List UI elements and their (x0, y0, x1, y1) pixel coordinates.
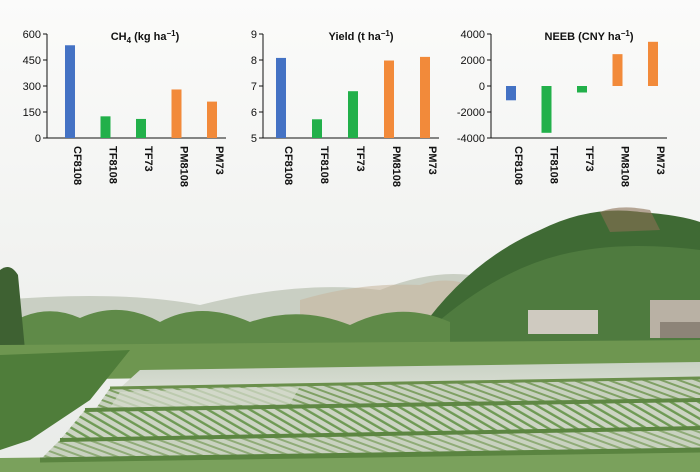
bar-tf73 (136, 118, 146, 138)
title-unit: (kg ha (131, 31, 167, 43)
y-tick-label: 0 (479, 81, 485, 93)
bar-pm8108 (612, 54, 623, 86)
bar-tf8108 (541, 86, 552, 133)
category-label: PM8108 (619, 146, 631, 187)
bar-tf8108 (100, 116, 111, 138)
category-label: PM8108 (390, 146, 402, 187)
yield-chart: 5 6 7 8 9 Yield (t ha−1) CF8108 TF8108 TF73 PM810… (251, 29, 439, 187)
title-superscript: −1 (167, 29, 177, 38)
bar-tf8108 (312, 119, 322, 138)
y-tick-label: 6 (251, 107, 257, 119)
y-tick-label: 600 (23, 29, 41, 41)
y-tick-label: -2000 (457, 107, 485, 119)
title-end: ) (176, 31, 180, 43)
title-main: NEEB (545, 31, 576, 43)
category-label: CF8108 (71, 146, 83, 185)
title-end: ) (390, 31, 394, 43)
category-label: TF73 (583, 146, 595, 172)
category-label: PM73 (654, 146, 666, 175)
bar-pm8108 (171, 89, 182, 138)
y-tick-label: -4000 (457, 133, 485, 145)
bar-pm73 (207, 101, 217, 138)
title-unit: (CNY ha (575, 31, 622, 43)
neeb-chart: -4000 -2000 0 2000 4000 NEEB (CNY ha−1) CF8108… (457, 29, 667, 187)
y-tick-label: 300 (23, 81, 41, 93)
bar-pm8108 (384, 60, 394, 138)
bar-tf73 (348, 91, 358, 138)
title-end: ) (630, 31, 634, 43)
category-label: PM73 (213, 146, 225, 175)
chart-title: CH4 (kg ha−1) (111, 29, 180, 45)
bar-cf8108 (276, 57, 286, 138)
y-tick-label: 8 (251, 55, 257, 67)
bar-pm73 (420, 56, 430, 138)
bar-cf8108 (506, 86, 516, 101)
title-superscript: −1 (621, 29, 631, 38)
bar-pm73 (648, 41, 658, 86)
title-unit: (t ha (354, 31, 381, 43)
category-label: PM73 (426, 146, 438, 175)
y-tick-label: 0 (35, 133, 41, 145)
category-label: TF8108 (548, 146, 560, 184)
chart-title: NEEB (CNY ha−1) (545, 29, 634, 43)
title-main: CH (111, 31, 127, 43)
y-tick-label: 9 (251, 29, 257, 41)
category-label: PM8108 (178, 146, 190, 187)
category-label: TF8108 (107, 146, 119, 184)
category-label: TF73 (142, 146, 154, 172)
y-tick-label: 2000 (461, 55, 485, 67)
title-superscript: −1 (381, 29, 391, 38)
title-subscript: 4 (127, 36, 132, 45)
y-tick-label: 150 (23, 107, 41, 119)
bar-tf73 (577, 86, 587, 93)
category-label: TF73 (354, 146, 366, 172)
y-tick-label: 450 (23, 55, 41, 67)
ch4-chart: 0 150 300 450 600 CH4 (kg ha−1) CF8108 TF8108 TF… (23, 29, 226, 187)
bar-cf8108 (65, 45, 75, 139)
category-label: CF8108 (282, 146, 294, 185)
y-tick-label: 4000 (461, 29, 485, 41)
chart-title: Yield (t ha−1) (329, 29, 394, 43)
y-tick-label: 7 (251, 81, 257, 93)
category-label: TF8108 (318, 146, 330, 184)
title-main: Yield (329, 31, 355, 43)
y-tick-label: 5 (251, 133, 257, 145)
category-label: CF8108 (512, 146, 524, 185)
